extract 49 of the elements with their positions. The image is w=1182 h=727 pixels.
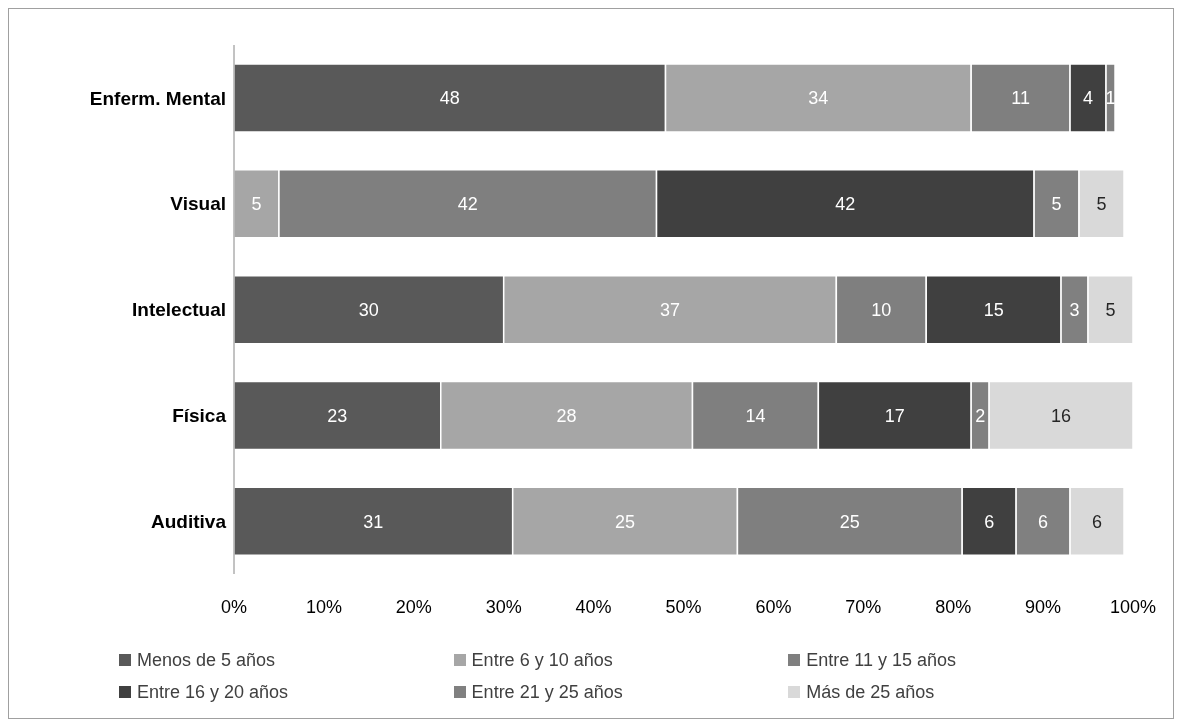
x-tick-label: 70% <box>845 596 882 617</box>
x-tick-label: 10% <box>305 596 342 617</box>
data-label: 42 <box>457 194 478 215</box>
legend-label: Entre 11 y 15 años <box>806 649 956 671</box>
data-label: 4 <box>1083 88 1094 109</box>
x-tick-label: 80% <box>935 596 972 617</box>
data-label: 6 <box>1092 511 1103 532</box>
x-tick-label: 20% <box>395 596 432 617</box>
legend-label: Más de 25 años <box>806 681 935 703</box>
data-label: 10 <box>871 300 892 321</box>
data-label: 3 <box>1069 300 1080 321</box>
data-label: 14 <box>745 405 766 426</box>
y-tick-label: Física <box>172 405 227 427</box>
data-label: 5 <box>1105 300 1116 321</box>
y-tick-label: Auditiva <box>151 510 227 532</box>
data-label: 30 <box>358 300 379 321</box>
data-label: 23 <box>327 405 348 426</box>
data-label: 5 <box>1051 194 1062 215</box>
legend-label: Entre 16 y 20 años <box>137 681 289 703</box>
data-label: 6 <box>984 511 995 532</box>
data-label: 5 <box>251 194 262 215</box>
data-label: 34 <box>808 88 829 109</box>
data-label: 28 <box>556 405 577 426</box>
data-label: 42 <box>835 194 856 215</box>
y-tick-label: Visual <box>170 193 226 215</box>
data-label: 31 <box>363 511 384 532</box>
data-label: 6 <box>1038 511 1049 532</box>
x-tick-label: 50% <box>665 596 702 617</box>
data-label: 16 <box>1051 405 1072 426</box>
data-label: 37 <box>660 300 681 321</box>
legend-label: Entre 21 y 25 años <box>471 681 623 703</box>
data-label: 5 <box>1096 194 1107 215</box>
data-label: 48 <box>439 88 460 109</box>
data-label: 17 <box>884 405 905 426</box>
data-label: 25 <box>615 511 636 532</box>
data-label: 2 <box>975 405 986 426</box>
y-tick-label: Intelectual <box>132 299 226 321</box>
x-tick-label: 60% <box>755 596 792 617</box>
x-tick-label: 90% <box>1025 596 1062 617</box>
legend-label: Entre 6 y 10 años <box>471 649 613 671</box>
legend-label: Menos de 5 años <box>137 649 276 671</box>
x-tick-label: 0% <box>220 596 248 617</box>
x-tick-label: 100% <box>1109 596 1157 617</box>
data-label: 25 <box>839 511 860 532</box>
x-tick-label: 40% <box>575 596 612 617</box>
x-tick-label: 30% <box>485 596 522 617</box>
data-label: 11 <box>1011 88 1030 109</box>
data-label: 15 <box>983 300 1004 321</box>
y-tick-label: Enferm. Mental <box>89 87 226 109</box>
